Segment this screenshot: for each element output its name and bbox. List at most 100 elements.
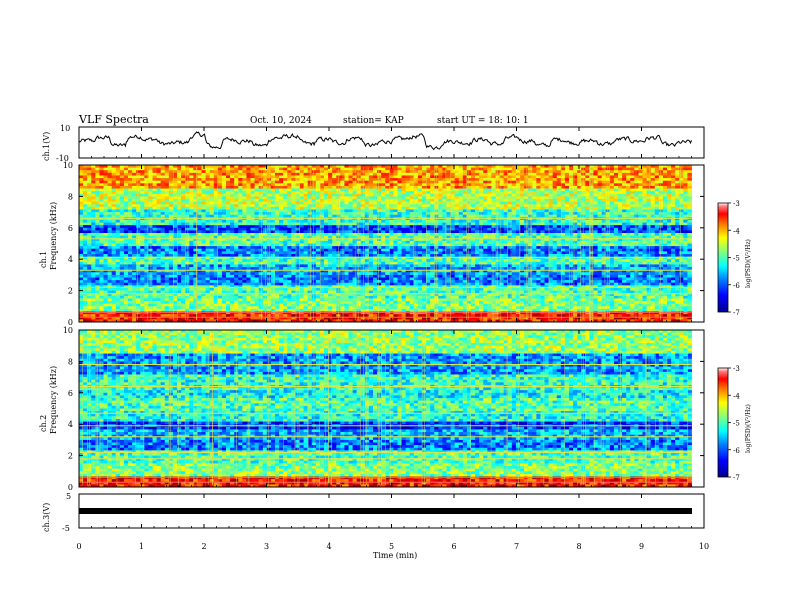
spectrogram-cell (185, 175, 190, 179)
spectrogram-cell (397, 209, 402, 213)
spectrogram-cell (91, 243, 96, 247)
spectrogram-cell (466, 214, 472, 218)
spectrogram-cell (536, 222, 541, 226)
spectrogram-cell (291, 172, 296, 176)
spectrogram-cell (658, 225, 664, 229)
spectrogram-cell (409, 180, 415, 184)
spectrogram-cell (368, 180, 374, 184)
spectrogram-cell (671, 235, 676, 239)
spectrogram-cell (119, 196, 125, 200)
spectrogram-cell (671, 214, 676, 218)
spectrogram-cell (385, 204, 390, 208)
spectrogram-cell (332, 193, 337, 197)
spectrogram-cell (552, 222, 558, 226)
spectrogram-cell (283, 206, 288, 210)
spectrogram-cell (221, 233, 227, 237)
spectrogram-cell (377, 227, 382, 231)
spectrogram-cell (136, 230, 141, 234)
spectrogram-cell (389, 235, 394, 239)
spectrogram-cell (324, 183, 329, 187)
spectrogram-cell (556, 243, 562, 247)
spectrogram-cell (352, 165, 358, 169)
spectrogram-cell (503, 191, 509, 195)
spectrogram-cell (299, 185, 304, 189)
spectrogram-cell (164, 167, 170, 171)
spectrogram-cell (103, 191, 108, 195)
spectrogram-cell (462, 191, 468, 195)
spectrogram-cell (618, 191, 623, 195)
spectrogram-cell (164, 238, 170, 242)
spectrogram-cell (87, 206, 92, 210)
spectrogram-cell (471, 219, 476, 223)
spectrogram-cell (585, 201, 590, 205)
spectrogram-cell (401, 240, 407, 244)
spectrogram-cell (618, 196, 623, 200)
spectrogram-cell (221, 227, 227, 231)
spectrogram-cell (275, 188, 280, 192)
spectrogram-cell (466, 201, 472, 205)
spectrogram-cell (254, 172, 260, 176)
spectrogram-cell (352, 248, 358, 252)
spectrogram-cell (450, 183, 456, 187)
spectrogram-cell (581, 243, 586, 247)
spectrogram-cell (132, 219, 137, 223)
spectrogram-cell (675, 222, 680, 226)
spectrogram-cell (450, 165, 456, 169)
spectrogram-cell (234, 219, 239, 223)
spectrogram-cell (226, 175, 231, 179)
spectrogram-cell (675, 180, 680, 184)
spectrogram-cell (458, 238, 464, 242)
spectrogram-cell (552, 170, 558, 174)
spectrogram-cell (438, 219, 443, 223)
spectrogram-cell (111, 225, 117, 229)
spectrogram-cell (556, 199, 562, 203)
spectrogram-cell (91, 251, 96, 255)
spectrogram-cell (601, 170, 607, 174)
spectrogram-cell (646, 233, 652, 237)
spectrogram-cell (368, 167, 374, 171)
spectrogram-cell (556, 248, 562, 252)
spectrogram-cell (483, 248, 488, 252)
spectrogram-cell (352, 222, 358, 226)
spectrogram-cell (193, 238, 198, 242)
spectrogram-cell (654, 172, 660, 176)
spectrogram-cell (197, 188, 202, 192)
spectrogram-cell (511, 246, 517, 250)
spectrogram-cell (683, 233, 688, 237)
spectrogram-cell (409, 178, 415, 182)
spectrogram-cell (136, 183, 141, 187)
spectrogram-cell (107, 188, 113, 192)
spectrogram-cell (279, 233, 284, 237)
spectrogram-cell (328, 243, 333, 247)
spectrogram-cell (332, 180, 337, 184)
spectrogram-cell (511, 243, 517, 247)
spectrogram-cell (254, 225, 260, 229)
spectrogram-cell (234, 178, 239, 182)
spectrogram-cell (119, 240, 125, 244)
spectrogram-cell (658, 180, 664, 184)
spectrogram-cell (356, 180, 362, 184)
spectrogram-cell (491, 209, 496, 213)
spectrogram-cell (528, 165, 533, 169)
spectrogram-cell (373, 185, 378, 189)
spectrogram-cell (250, 248, 255, 252)
spectrogram-cell (426, 230, 431, 234)
spectrogram-cell (283, 227, 288, 231)
spectrogram-cell (164, 251, 170, 255)
spectrogram-cell (324, 199, 329, 203)
spectrogram-cell (389, 183, 394, 187)
spectrogram-cell (111, 246, 117, 250)
spectrogram-cell (344, 193, 349, 197)
spectrogram-cell (626, 219, 631, 223)
spectrogram-cell (462, 246, 468, 250)
spectrogram-cell (360, 183, 366, 187)
spectrogram-cell (638, 206, 643, 210)
spectrogram-cell (585, 170, 590, 174)
spectrogram-cell (193, 251, 198, 255)
spectrogram-cell (560, 172, 566, 176)
spectrogram-cell (140, 199, 145, 203)
spectrogram-cell (217, 214, 223, 218)
spectrogram-cell (679, 199, 684, 203)
spectrogram-cell (193, 204, 198, 208)
spectrogram-cell (209, 251, 215, 255)
